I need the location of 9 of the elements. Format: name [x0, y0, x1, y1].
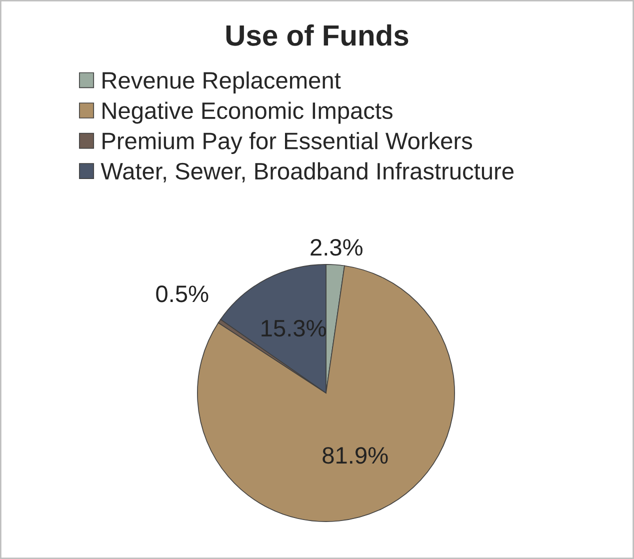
data-label: 15.3% [262, 320, 326, 337]
legend-label: Revenue Replacement [102, 71, 341, 94]
legend-label: Water, Sewer, Broadband Infrastructure [100, 162, 514, 182]
legend-label: Premium Pay for Essential Workers [102, 132, 472, 154]
data-label: 2.3% [310, 238, 362, 256]
data-label: 81.9% [322, 447, 388, 464]
chart-title: Use of Funds [226, 24, 408, 46]
legend-label: Negative Economic Impacts [102, 102, 392, 124]
data-label: 0.5% [156, 286, 208, 302]
